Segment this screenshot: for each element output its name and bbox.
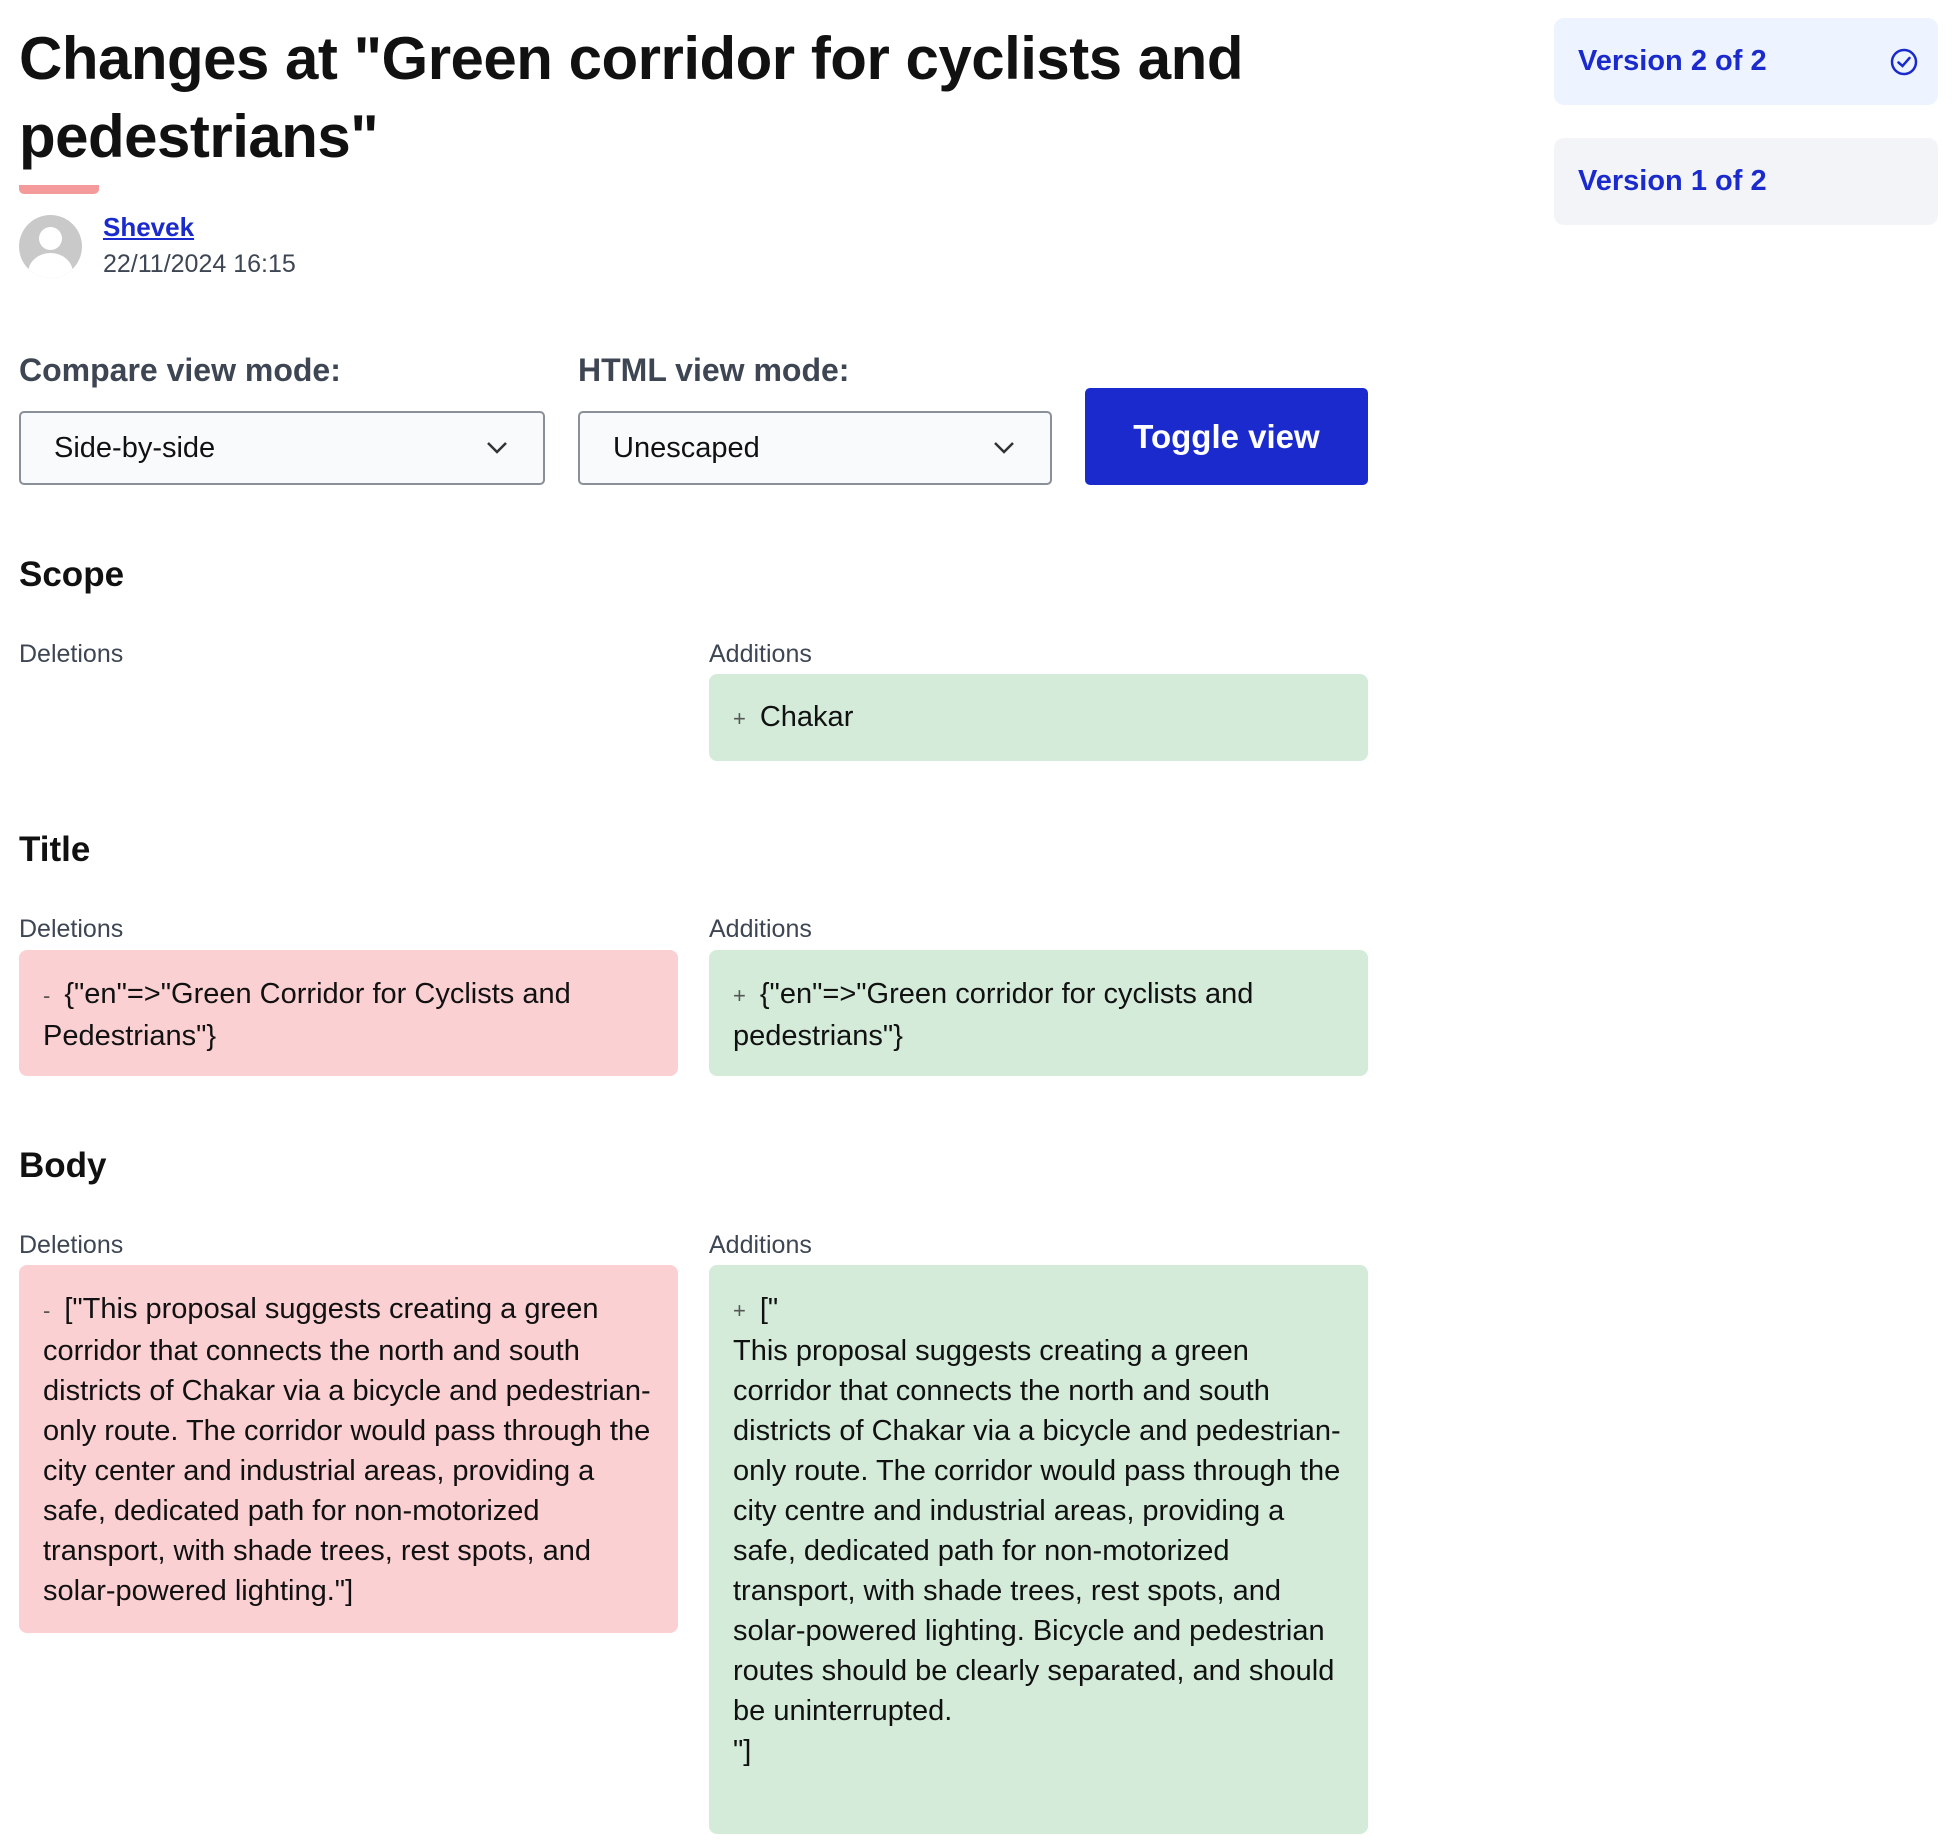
version-1-item[interactable]: Version 1 of 2 xyxy=(1554,138,1938,225)
compare-view-value: Side-by-side xyxy=(54,431,216,464)
title-addition: + {"en"=>"Green corridor for cyclists and… xyxy=(709,950,1368,1076)
addition-text: [" This proposal suggests creating a gre… xyxy=(733,1293,1341,1767)
plus-marker: + xyxy=(733,706,746,731)
page-title: Changes at "Green corridor for cyclists … xyxy=(19,25,1243,170)
html-view-value: Unescaped xyxy=(613,431,760,464)
addition-text: Chakar xyxy=(759,701,854,733)
author-link[interactable]: Shevek xyxy=(103,212,195,242)
version-label: Version 1 of 2 xyxy=(1578,165,1767,197)
title-deletion: - {"en"=>"Green Corridor for Cyclists and… xyxy=(19,950,678,1076)
additions-label: Additions xyxy=(709,915,812,943)
toggle-view-button[interactable]: Toggle view xyxy=(1085,388,1368,485)
body-addition: + [" This proposal suggests creating a gr… xyxy=(709,1265,1368,1834)
title-underline xyxy=(19,185,99,194)
plus-marker: + xyxy=(733,1298,746,1323)
timestamp: 22/11/2024 16:15 xyxy=(103,250,296,278)
version-2-item[interactable]: Version 2 of 2 xyxy=(1554,18,1938,105)
body-deletion: - ["This proposal suggests creating a gre… xyxy=(19,1265,678,1633)
deletions-label: Deletions xyxy=(19,640,124,668)
addition-text: {"en"=>"Green corridor for cyclists and … xyxy=(733,978,1254,1052)
scope-addition: + Chakar xyxy=(709,674,1368,761)
compare-view-label: Compare view mode: xyxy=(19,352,341,388)
deletion-text: ["This proposal suggests creating a gree… xyxy=(43,1293,651,1607)
plus-marker: + xyxy=(733,983,746,1008)
html-view-select[interactable]: Unescaped xyxy=(578,411,1052,485)
chevron-down-icon xyxy=(487,442,507,454)
compare-view-select[interactable]: Side-by-side xyxy=(19,411,545,485)
minus-marker: - xyxy=(43,983,51,1008)
minus-marker: - xyxy=(43,1298,51,1323)
chevron-down-icon xyxy=(994,442,1014,454)
deletion-text: {"en"=>"Green Corridor for Cyclists and … xyxy=(43,978,571,1052)
section-heading-body: Body xyxy=(19,1146,107,1185)
section-heading-scope: Scope xyxy=(19,555,125,594)
version-label: Version 2 of 2 xyxy=(1578,45,1767,77)
additions-label: Additions xyxy=(709,640,812,668)
avatar xyxy=(19,215,82,278)
deletions-label: Deletions xyxy=(19,1231,124,1259)
deletions-label: Deletions xyxy=(19,915,124,943)
additions-label: Additions xyxy=(709,1231,812,1259)
check-circle-icon xyxy=(1890,48,1918,76)
section-heading-title: Title xyxy=(19,830,91,869)
html-view-label: HTML view mode: xyxy=(578,352,850,388)
